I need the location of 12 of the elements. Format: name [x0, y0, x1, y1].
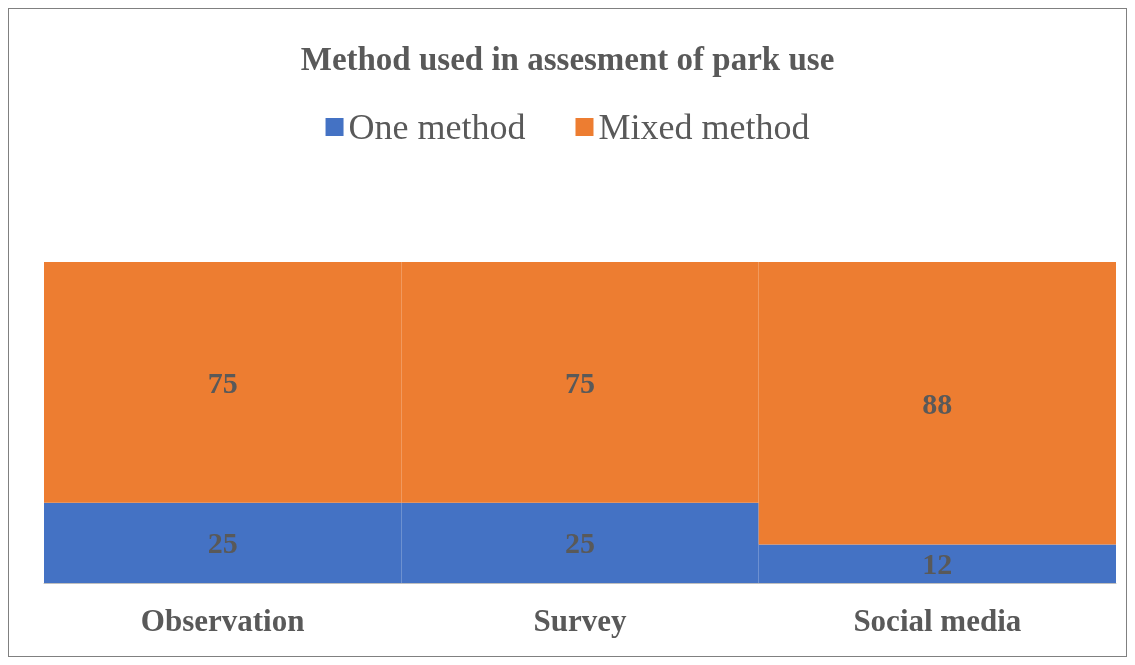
data-label: 75 [207, 365, 238, 399]
data-label: 25 [565, 526, 595, 560]
data-label: 12 [922, 547, 953, 581]
legend-label: One method [348, 107, 526, 147]
data-label: 75 [565, 365, 595, 399]
chart-title: Method used in assesment of park use [300, 40, 835, 77]
x-tick-label: Survey [533, 603, 627, 638]
x-tick-label: Observation [140, 603, 305, 638]
data-label: 88 [922, 386, 953, 420]
data-label: 25 [207, 526, 238, 560]
x-tick-label: Social media [853, 603, 1022, 638]
legend-label: Mixed method [598, 107, 810, 147]
